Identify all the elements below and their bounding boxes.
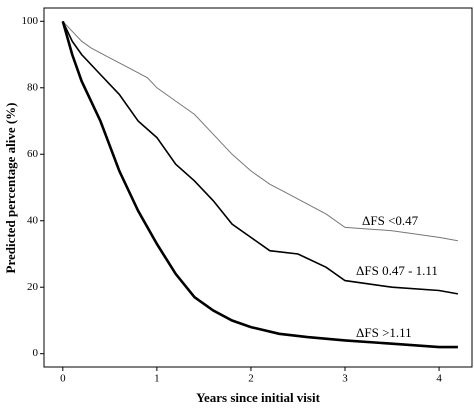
x-tick-label: 3 bbox=[342, 373, 348, 385]
y-axis-label: Predicted percentage alive (%) bbox=[3, 103, 18, 274]
line-label: ΔFS >1.11 bbox=[356, 325, 412, 340]
y-tick-label: 20 bbox=[27, 281, 39, 293]
y-tick-label: 0 bbox=[33, 347, 39, 359]
x-axis-label: Years since initial visit bbox=[196, 390, 321, 405]
x-tick-label: 4 bbox=[436, 373, 442, 385]
y-tick-label: 40 bbox=[27, 214, 39, 226]
x-tick-label: 0 bbox=[60, 373, 66, 385]
survival-line bbox=[62, 20, 459, 295]
y-tick-label: 100 bbox=[22, 15, 39, 27]
survival-line bbox=[62, 20, 458, 242]
y-tick-label: 60 bbox=[27, 148, 39, 160]
line-label: ΔFS 0.47 - 1.11 bbox=[356, 263, 438, 278]
x-tick-label: 1 bbox=[154, 373, 160, 385]
plot-frame bbox=[43, 7, 473, 368]
line-label: ΔFS <0.47 bbox=[362, 213, 419, 228]
y-tick-label: 80 bbox=[27, 81, 39, 93]
x-tick-label: 2 bbox=[248, 373, 254, 385]
survival-line bbox=[61, 20, 458, 349]
